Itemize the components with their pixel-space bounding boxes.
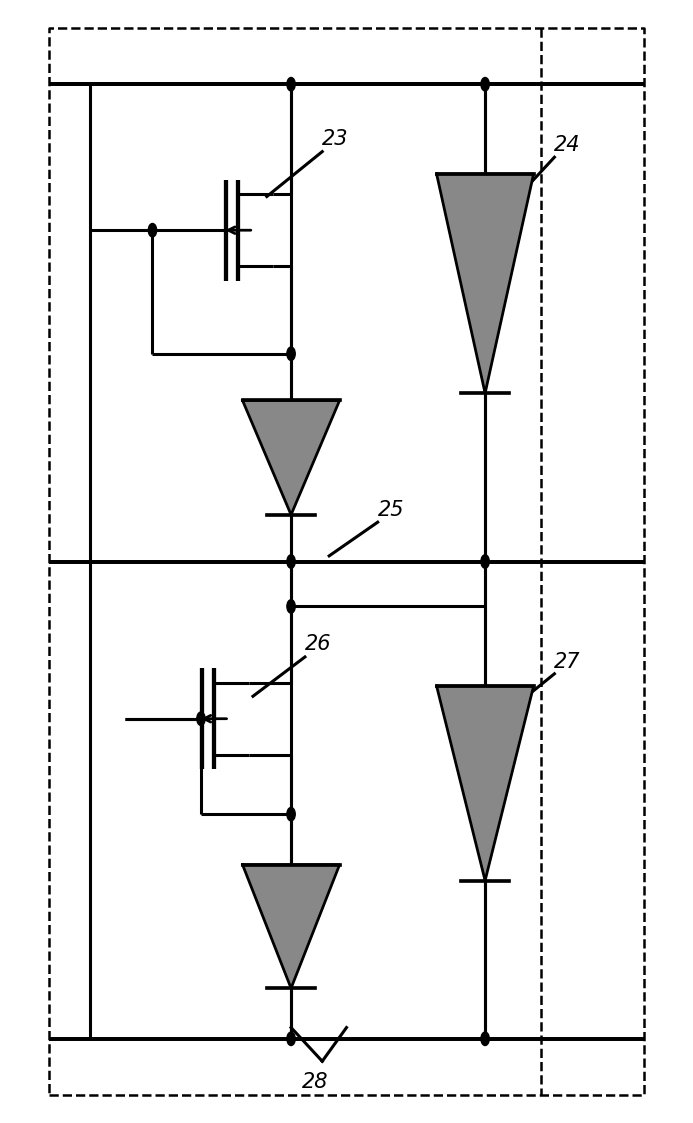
- Text: 26: 26: [305, 633, 331, 654]
- Text: 23: 23: [322, 129, 349, 149]
- Circle shape: [148, 223, 157, 237]
- Polygon shape: [243, 865, 340, 988]
- Polygon shape: [243, 401, 340, 514]
- Circle shape: [287, 77, 295, 91]
- Circle shape: [287, 807, 295, 821]
- Circle shape: [287, 555, 295, 568]
- Circle shape: [481, 555, 489, 568]
- Polygon shape: [437, 686, 534, 880]
- Circle shape: [287, 347, 295, 360]
- Circle shape: [481, 77, 489, 91]
- Circle shape: [287, 600, 295, 613]
- Circle shape: [197, 712, 205, 725]
- Text: 28: 28: [302, 1071, 328, 1092]
- Polygon shape: [437, 174, 534, 393]
- Text: 24: 24: [554, 135, 581, 155]
- Text: 25: 25: [378, 500, 404, 520]
- Circle shape: [287, 1032, 295, 1046]
- Text: 27: 27: [554, 651, 581, 672]
- Circle shape: [481, 1032, 489, 1046]
